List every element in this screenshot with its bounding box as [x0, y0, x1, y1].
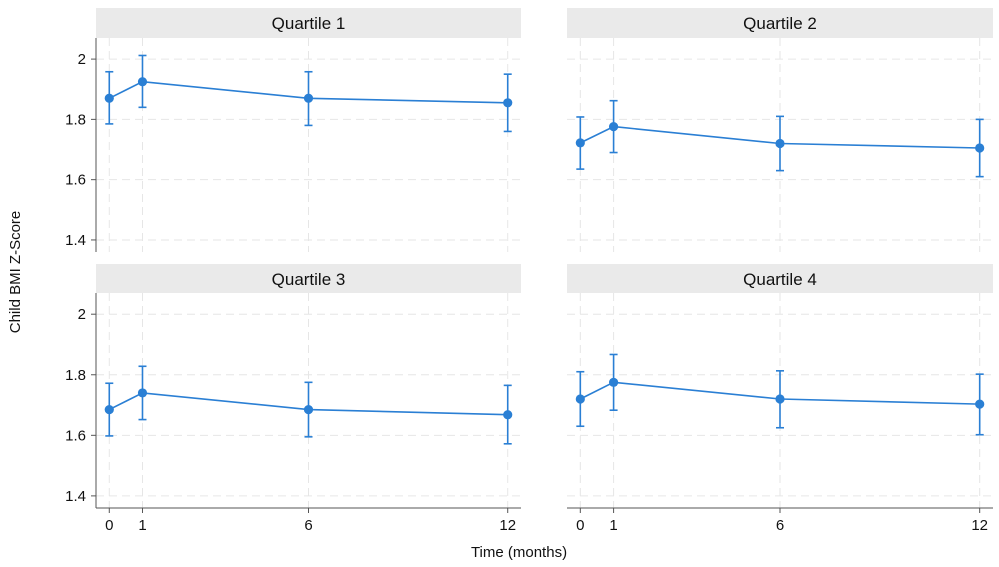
- data-point: [975, 399, 985, 409]
- panel-strip: [567, 264, 993, 294]
- panel-title: Quartile 2: [743, 14, 817, 33]
- x-tick-label: 1: [609, 517, 617, 534]
- x-tick-label: 0: [105, 517, 113, 534]
- data-point: [503, 98, 513, 108]
- x-tick-label: 1: [138, 517, 146, 534]
- y-tick-label: 2: [78, 51, 86, 68]
- panel-strip: [96, 8, 521, 38]
- series-line: [108, 80, 508, 104]
- data-point: [137, 388, 148, 398]
- data-point: [303, 93, 314, 103]
- panel-2: Quartile 2: [567, 8, 993, 252]
- y-tick-label: 1.4: [65, 488, 86, 505]
- x-tick-label: 12: [499, 517, 516, 534]
- data-point: [575, 138, 585, 148]
- data-point: [303, 404, 314, 415]
- data-point: [775, 138, 785, 149]
- x-tick-label: 0: [576, 517, 584, 534]
- panel-strip: [96, 264, 521, 294]
- x-tick-label: 12: [971, 517, 988, 534]
- panel-1: Quartile 1 1.4 1.6 1.8 2: [65, 8, 521, 252]
- x-tick-label: 6: [304, 517, 312, 534]
- y-tick-label: 1.8: [65, 367, 86, 384]
- data-point: [104, 93, 114, 103]
- panel-strip: [567, 8, 993, 38]
- data-point: [104, 404, 114, 415]
- data-point: [608, 377, 619, 387]
- panel-4: Quartile 4 0 1 6 12: [567, 264, 993, 534]
- series-line: [108, 392, 508, 416]
- y-axis-title: Child BMI Z-Score: [7, 211, 24, 334]
- data-point: [775, 394, 785, 404]
- y-tick-label: 2: [78, 306, 86, 323]
- data-point: [975, 143, 985, 153]
- facet-panels: Quartile 1 1.4 1.6 1.8 2 Quartile 2 Quartile 3…: [65, 8, 993, 534]
- data-point: [575, 394, 585, 404]
- panel-title: Quartile 3: [272, 270, 346, 289]
- x-axis-title: Time (months): [471, 544, 567, 561]
- x-tick-label: 6: [776, 517, 784, 534]
- panel-title: Quartile 1: [272, 14, 346, 33]
- y-tick-label: 1.4: [65, 232, 86, 249]
- y-tick-label: 1.6: [65, 427, 86, 444]
- panel-3: Quartile 3 1.4 1.6 1.8 2 0 1 6 12: [65, 264, 521, 534]
- data-point: [608, 122, 619, 132]
- panel-title: Quartile 4: [743, 270, 817, 289]
- series-line: [579, 125, 980, 149]
- y-tick-label: 1.8: [65, 111, 86, 128]
- data-point: [137, 77, 148, 87]
- series-line: [579, 381, 980, 405]
- y-tick-label: 1.6: [65, 172, 86, 189]
- data-point: [503, 410, 513, 420]
